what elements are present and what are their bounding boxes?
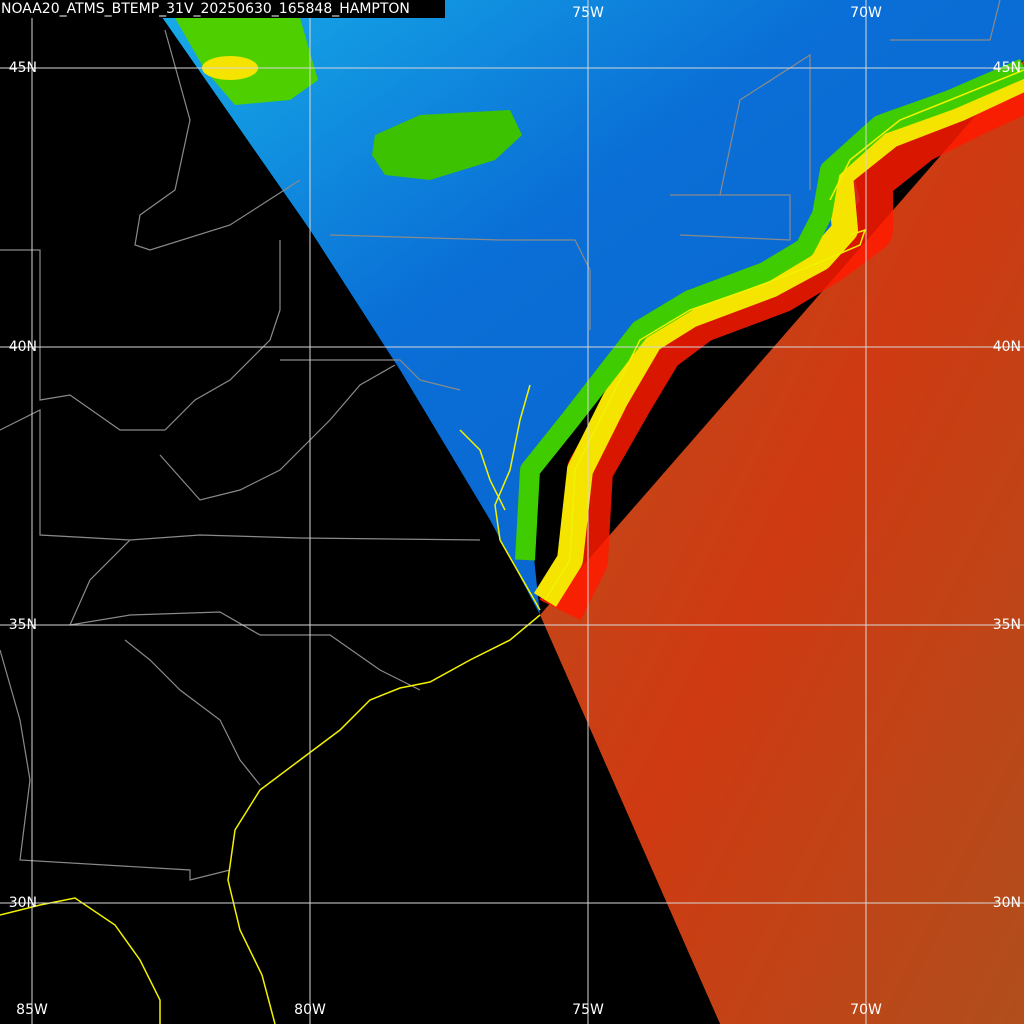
longitude-label: 75W — [572, 5, 604, 21]
latitude-label: 45N — [9, 60, 37, 76]
swath-no-data — [0, 0, 720, 1024]
latitude-label: 40N — [9, 339, 37, 355]
land-warm-blob — [372, 110, 522, 180]
longitude-label: 70W — [850, 5, 882, 21]
title: NOAA20_ATMS_BTEMP_31V_20250630_165848_HA… — [1, 1, 410, 17]
coastal-band-yellow — [533, 66, 1024, 607]
longitude-label: 85W — [16, 1002, 48, 1018]
coastal-band-green — [515, 58, 1024, 561]
latitude-label: 30N — [9, 895, 37, 911]
latitude-label: 35N — [993, 617, 1021, 633]
state-borders — [0, 0, 1001, 881]
ocean-swath — [540, 60, 1024, 1024]
longitude-label: 75W — [572, 1002, 604, 1018]
longitude-label: 70W — [850, 1002, 882, 1018]
latitude-label: 35N — [9, 617, 37, 633]
latitude-label: 40N — [993, 339, 1021, 355]
title-background — [0, 0, 445, 18]
latitude-label: 45N — [993, 60, 1021, 76]
coastlines — [0, 69, 1024, 1024]
latitude-label: 30N — [993, 895, 1021, 911]
longitude-label: 80W — [294, 1002, 326, 1018]
land-swath — [150, 0, 1024, 615]
